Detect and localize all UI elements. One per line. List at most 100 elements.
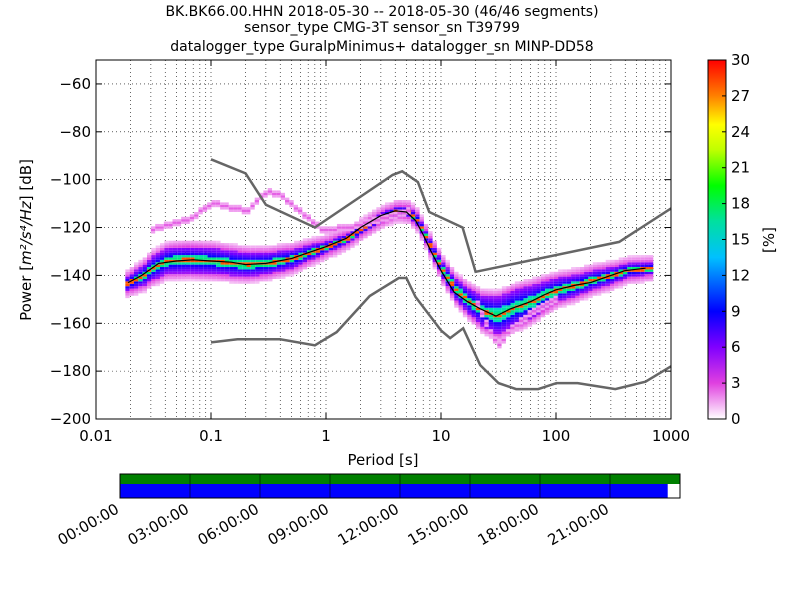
psd-cell [484, 288, 489, 291]
psd-cell-lower-tail [544, 300, 550, 303]
psd-cell [584, 281, 589, 284]
psd-cell [315, 235, 321, 239]
psd-cell [584, 274, 589, 277]
psd-cell [462, 286, 468, 289]
psd-cell [250, 252, 256, 256]
colorbar-label: [%] [760, 227, 778, 253]
psd-cell [363, 233, 368, 236]
psd-cell [172, 240, 178, 244]
psd-cell [514, 319, 520, 323]
psd-cell [506, 298, 511, 301]
psd-cell [458, 310, 463, 313]
psd-cell [627, 267, 632, 270]
psd-cell [410, 207, 416, 210]
psd-cell [311, 255, 316, 258]
psd-cell [514, 288, 520, 291]
timeline-tick-label: 00:00:00 [55, 500, 122, 549]
psd-cell [354, 240, 360, 244]
psd-cell [185, 269, 191, 272]
psd-cell [471, 319, 476, 323]
psd-cell [341, 247, 347, 251]
psd-cell [276, 264, 282, 268]
psd-cell [571, 267, 576, 270]
psd-cell [134, 288, 139, 291]
psd-cell [627, 281, 632, 284]
psd-cell [605, 276, 611, 279]
psd-cell [605, 286, 611, 289]
psd-cell-upper-tail [250, 207, 255, 210]
psd-cell-upper-tail [345, 228, 350, 232]
psd-cell [324, 238, 329, 241]
psd-cell [523, 310, 528, 313]
psd-cell [579, 276, 585, 279]
psd-cell [536, 276, 541, 279]
psd-cell-upper-tail [194, 214, 199, 217]
psd-cell [164, 274, 169, 277]
psd-cell [211, 271, 217, 275]
psd-cell [614, 274, 619, 277]
psd-cell [159, 255, 165, 258]
psd-cell [635, 255, 641, 258]
colorbar-tick-label: 24 [731, 123, 750, 141]
psd-cell [268, 276, 273, 279]
psd-cell [246, 259, 251, 263]
psd-cell [151, 267, 156, 270]
psd-cell [298, 257, 303, 260]
psd-cell [159, 243, 165, 246]
psd-cell [493, 319, 498, 323]
psd-cell [527, 286, 533, 289]
psd-cell-lower-tail [514, 324, 519, 327]
psd-cell [571, 276, 576, 279]
psd-cell-upper-tail [315, 226, 320, 229]
psd-cell [393, 221, 398, 224]
psd-cell [488, 293, 494, 296]
psd-cell [441, 264, 446, 268]
psd-cell [610, 262, 615, 265]
psd-cell [614, 267, 619, 270]
psd-cell [268, 255, 273, 258]
psd-cell-upper-tail [155, 228, 160, 232]
psd-cell [246, 247, 251, 251]
psd-cell-upper-tail [406, 209, 411, 212]
psd-cell [571, 298, 576, 301]
psd-cell [549, 295, 554, 299]
psd-cell [480, 305, 485, 308]
psd-cell [497, 293, 502, 296]
psd-cell [181, 240, 186, 244]
psd-cell [346, 233, 351, 236]
psd-cell [376, 228, 381, 232]
psd-cell-lower-tail [536, 305, 541, 308]
psd-cell [272, 267, 277, 270]
psd-cell [415, 231, 420, 234]
psd-cell [597, 274, 602, 277]
psd-cell [449, 293, 455, 296]
psd-cell [480, 295, 485, 299]
psd-cell [142, 269, 147, 272]
psd-cell [172, 264, 178, 268]
psd-cell [237, 245, 243, 248]
psd-cell [367, 214, 373, 217]
psd-cell [164, 276, 169, 279]
psd-cell [497, 334, 502, 337]
psd-cell [532, 305, 537, 308]
psd-cell [631, 267, 636, 270]
psd-cell [480, 290, 485, 294]
psd-cell [514, 281, 520, 284]
psd-cell [242, 252, 247, 256]
psd-cell [259, 245, 264, 248]
psd-cell [129, 281, 135, 284]
psd-cell-lower-tail [484, 324, 489, 327]
psd-cell-upper-tail [380, 216, 385, 220]
psd-cell [207, 243, 212, 246]
psd-cell-upper-tail [198, 207, 203, 210]
psd-cell-upper-tail [150, 228, 156, 232]
psd-cell-upper-tail [310, 221, 316, 224]
x-axis-ticks: 0.01 0.1 1 10 100 1000 [79, 60, 690, 445]
psd-cell [510, 314, 515, 318]
psd-cell [229, 276, 234, 279]
psd-cell [307, 252, 312, 256]
psd-cell [597, 288, 602, 291]
psd-cell [622, 283, 628, 287]
psd-cell [194, 271, 199, 275]
psd-cell [142, 290, 147, 294]
